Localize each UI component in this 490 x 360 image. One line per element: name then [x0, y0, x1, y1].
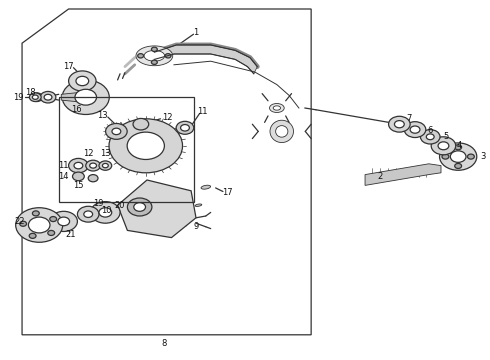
Circle shape	[467, 154, 474, 159]
Ellipse shape	[195, 204, 202, 206]
Circle shape	[20, 221, 26, 226]
Circle shape	[450, 151, 466, 162]
Text: 1: 1	[194, 28, 198, 37]
Circle shape	[50, 211, 77, 231]
Circle shape	[77, 206, 99, 222]
Circle shape	[404, 122, 426, 138]
Ellipse shape	[273, 106, 280, 110]
Circle shape	[151, 60, 157, 64]
Text: 3: 3	[480, 152, 485, 161]
Circle shape	[86, 160, 100, 171]
Text: 19: 19	[13, 94, 24, 103]
Bar	[59, 97, 194, 202]
Circle shape	[90, 163, 97, 168]
Circle shape	[31, 93, 43, 102]
Circle shape	[138, 54, 144, 58]
Text: 14: 14	[58, 172, 69, 181]
Text: 17: 17	[222, 188, 233, 197]
Text: 19: 19	[93, 199, 103, 208]
Circle shape	[99, 161, 112, 170]
Circle shape	[394, 121, 404, 128]
Text: 2: 2	[377, 172, 382, 181]
Circle shape	[455, 163, 462, 168]
Text: 7: 7	[407, 114, 412, 123]
Circle shape	[134, 203, 146, 211]
Circle shape	[62, 80, 109, 114]
Circle shape	[75, 89, 97, 105]
Text: 5: 5	[443, 132, 448, 141]
Text: 13: 13	[100, 149, 111, 158]
Text: 22: 22	[14, 217, 25, 226]
Circle shape	[127, 198, 152, 216]
Circle shape	[29, 93, 41, 102]
Circle shape	[133, 118, 149, 130]
Circle shape	[176, 121, 194, 134]
Circle shape	[73, 172, 84, 181]
Ellipse shape	[136, 46, 172, 66]
Text: 12: 12	[83, 149, 94, 158]
Circle shape	[106, 123, 127, 139]
Circle shape	[99, 208, 112, 217]
Circle shape	[389, 116, 410, 132]
Text: 12: 12	[163, 113, 173, 122]
Text: 10: 10	[101, 206, 112, 215]
Circle shape	[109, 119, 182, 173]
Text: 11: 11	[197, 107, 207, 116]
Circle shape	[151, 47, 157, 51]
Circle shape	[410, 126, 420, 133]
Text: 6: 6	[427, 126, 432, 135]
Ellipse shape	[144, 50, 165, 61]
Circle shape	[165, 54, 171, 58]
Text: 4: 4	[457, 141, 462, 150]
Polygon shape	[118, 180, 196, 238]
Circle shape	[50, 217, 57, 222]
Circle shape	[102, 163, 108, 168]
Text: 18: 18	[25, 89, 36, 98]
Circle shape	[440, 143, 477, 170]
Circle shape	[426, 134, 434, 140]
Text: 17: 17	[63, 62, 74, 71]
Ellipse shape	[270, 104, 284, 113]
Polygon shape	[154, 45, 257, 74]
Circle shape	[455, 145, 462, 150]
Text: 20: 20	[115, 201, 125, 210]
Circle shape	[32, 95, 38, 99]
Text: 16: 16	[71, 105, 81, 114]
Text: 9: 9	[194, 222, 198, 231]
Ellipse shape	[275, 126, 288, 137]
Circle shape	[58, 217, 70, 226]
Text: 21: 21	[66, 230, 76, 239]
Circle shape	[40, 91, 56, 103]
Circle shape	[76, 76, 89, 86]
Text: 8: 8	[162, 339, 167, 348]
Circle shape	[69, 158, 88, 173]
Circle shape	[91, 202, 120, 223]
Circle shape	[69, 71, 96, 91]
Circle shape	[44, 94, 52, 100]
Circle shape	[442, 154, 449, 159]
Circle shape	[32, 211, 39, 216]
Polygon shape	[61, 92, 86, 103]
Ellipse shape	[201, 185, 211, 189]
Circle shape	[420, 130, 440, 144]
Circle shape	[29, 233, 36, 238]
Polygon shape	[365, 164, 441, 185]
Circle shape	[431, 137, 456, 155]
Circle shape	[112, 128, 121, 135]
Text: 15: 15	[73, 181, 84, 190]
Text: 13: 13	[98, 111, 108, 120]
Ellipse shape	[270, 120, 294, 143]
Text: 11: 11	[58, 161, 69, 170]
Circle shape	[438, 142, 449, 150]
Circle shape	[48, 230, 55, 235]
Circle shape	[88, 175, 98, 182]
Circle shape	[180, 125, 189, 131]
Circle shape	[74, 162, 83, 169]
Circle shape	[84, 211, 93, 217]
Circle shape	[16, 208, 63, 242]
Circle shape	[28, 217, 50, 233]
Circle shape	[127, 132, 164, 159]
